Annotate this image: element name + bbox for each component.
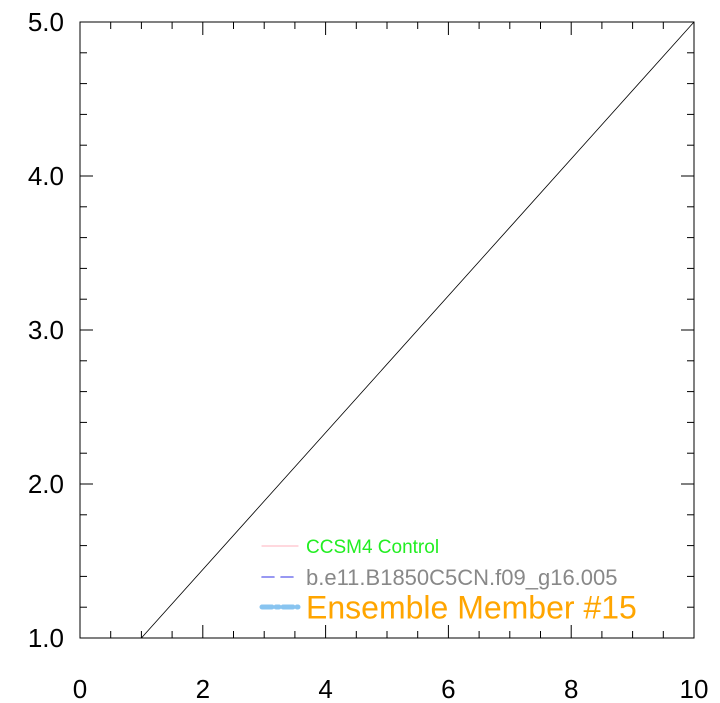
x-tick-labels: 0 2 4 6 8 10 bbox=[73, 674, 709, 703]
x-tick-label: 8 bbox=[564, 674, 578, 703]
y-tick-labels: 1.0 2.0 3.0 4.0 5.0 bbox=[28, 7, 64, 653]
y-tick-label: 5.0 bbox=[28, 7, 64, 37]
x-tick-label: 2 bbox=[196, 674, 210, 703]
y-tick-label: 1.0 bbox=[28, 623, 64, 653]
y-tick-label: 2.0 bbox=[28, 469, 64, 499]
legend-label: CCSM4 Control bbox=[306, 537, 439, 558]
x-tick-label: 6 bbox=[441, 674, 455, 703]
legend: CCSM4 Control b.e11.B1850C5CN.f09_g16.005… bbox=[259, 537, 637, 626]
x-tick-label: 10 bbox=[680, 674, 709, 703]
legend-label: Ensemble Member #15 bbox=[306, 590, 637, 626]
plot-frame bbox=[79, 21, 695, 639]
series-group bbox=[141, 21, 695, 639]
y-tick-label: 4.0 bbox=[28, 161, 64, 191]
x-tick-label: 0 bbox=[73, 674, 87, 703]
legend-label: b.e11.B1850C5CN.f09_g16.005 bbox=[306, 565, 618, 590]
y-tick-label: 3.0 bbox=[28, 315, 64, 345]
x-tick-label: 4 bbox=[318, 674, 332, 703]
series-line bbox=[141, 21, 695, 639]
